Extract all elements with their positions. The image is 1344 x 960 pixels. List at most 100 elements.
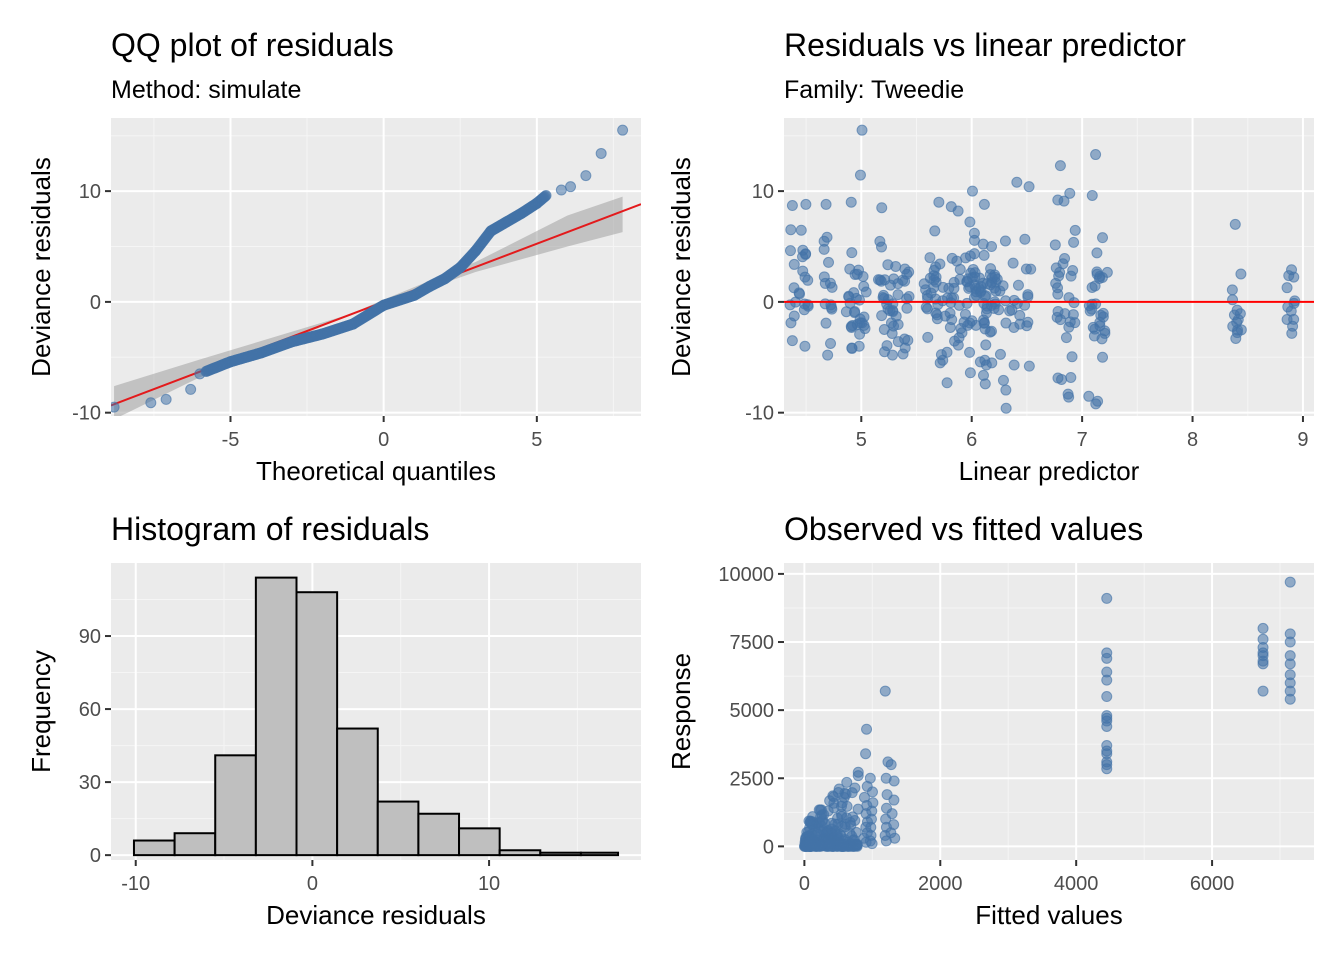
- data-point: [977, 369, 989, 381]
- data-point: [825, 337, 837, 349]
- y-tick-label: 10: [752, 181, 774, 203]
- data-point: [849, 306, 861, 318]
- data-point: [814, 840, 826, 852]
- plot-content: [111, 124, 641, 416]
- histogram-bar: [132, 839, 176, 857]
- data-point: [786, 335, 798, 347]
- data-point: [1052, 372, 1064, 384]
- histogram-bar: [458, 827, 501, 857]
- data-point: [595, 147, 607, 159]
- data-point: [946, 292, 958, 304]
- panel-1: -5 0 5 -10 0 10 QQ plot of residuals Method: si…: [26, 27, 641, 486]
- data-point: [980, 339, 992, 351]
- data-point: [1008, 359, 1020, 371]
- data-point: [788, 258, 800, 270]
- data-point: [929, 225, 941, 237]
- data-point: [1284, 658, 1296, 670]
- histogram-bar: [579, 851, 620, 857]
- data-point: [922, 331, 934, 343]
- x-axis-label: Fitted values: [975, 900, 1122, 930]
- panel-4: 0 2000 4000 6000 0 2500 5000 7500 10000 Observed …: [666, 511, 1314, 930]
- data-point: [866, 838, 878, 850]
- data-point: [888, 775, 900, 787]
- data-point: [877, 289, 889, 301]
- data-point: [984, 279, 996, 291]
- data-point: [997, 374, 1009, 386]
- data-point: [968, 227, 980, 239]
- data-point: [1008, 294, 1020, 306]
- data-point: [820, 198, 832, 210]
- data-point: [1229, 218, 1241, 230]
- data-point: [944, 321, 956, 333]
- data-point: [933, 196, 945, 208]
- data-point: [617, 124, 629, 136]
- data-point: [1101, 691, 1113, 703]
- data-point: [580, 170, 592, 182]
- x-tick-label: -5: [222, 429, 240, 451]
- data-point: [974, 356, 986, 368]
- data-point: [943, 282, 955, 294]
- data-point: [984, 269, 996, 281]
- y-tick-label: 60: [79, 699, 101, 721]
- data-point: [1069, 224, 1081, 236]
- data-point: [979, 291, 991, 303]
- data-point: [847, 834, 859, 846]
- y-axis-label: Deviance residuals: [666, 157, 696, 377]
- data-point: [1023, 360, 1035, 372]
- data-point: [1101, 652, 1113, 664]
- x-tick-label: 10: [478, 873, 500, 895]
- x-tick-label: 6: [966, 429, 977, 451]
- data-point: [1286, 327, 1298, 339]
- data-point: [952, 205, 964, 217]
- data-point: [824, 839, 836, 851]
- data-point: [879, 685, 891, 697]
- panel-3: -10 0 10 0 30 60 90 Histogram of residuals Devia…: [26, 511, 641, 930]
- x-tick-label: 2000: [918, 873, 963, 895]
- data-point: [1101, 592, 1113, 604]
- x-tick-label: 8: [1187, 429, 1198, 451]
- data-point: [1099, 327, 1111, 339]
- data-point: [797, 244, 809, 256]
- data-point: [966, 315, 978, 327]
- data-point: [1023, 181, 1035, 193]
- data-point: [901, 302, 913, 314]
- data-point: [805, 817, 817, 829]
- data-point: [801, 826, 813, 838]
- y-tick-label: 0: [90, 845, 101, 867]
- data-point: [1288, 271, 1300, 283]
- y-tick-label: 90: [79, 626, 101, 648]
- data-point: [1064, 316, 1076, 328]
- data-point: [1235, 324, 1247, 336]
- data-point: [964, 367, 976, 379]
- panel-subtitle: Family: Tweedie: [784, 76, 964, 104]
- data-point: [819, 277, 831, 289]
- panel-title: QQ plot of residuals: [111, 27, 394, 63]
- data-point: [1284, 636, 1296, 648]
- data-point: [864, 772, 876, 784]
- data-point: [986, 241, 998, 253]
- data-point: [1257, 658, 1269, 670]
- data-point: [856, 124, 868, 136]
- data-point: [1086, 303, 1098, 315]
- data-point: [1281, 282, 1293, 294]
- x-axis-label: Linear predictor: [959, 456, 1140, 486]
- data-point: [1021, 320, 1033, 332]
- data-point: [1086, 189, 1098, 201]
- data-point: [964, 216, 976, 228]
- data-point: [145, 397, 157, 409]
- x-tick-label: 6000: [1190, 873, 1235, 895]
- data-point: [1284, 576, 1296, 588]
- data-point: [1000, 384, 1012, 396]
- data-point: [975, 280, 987, 292]
- data-point: [1227, 294, 1239, 306]
- data-point: [924, 252, 936, 264]
- data-point: [1011, 176, 1023, 188]
- y-tick-label: 5000: [730, 700, 775, 722]
- data-point: [886, 808, 898, 820]
- data-point: [918, 278, 930, 290]
- data-point: [1094, 316, 1106, 328]
- data-point: [939, 310, 951, 322]
- data-point: [1092, 395, 1104, 407]
- data-point: [967, 263, 979, 275]
- data-point: [1064, 187, 1076, 199]
